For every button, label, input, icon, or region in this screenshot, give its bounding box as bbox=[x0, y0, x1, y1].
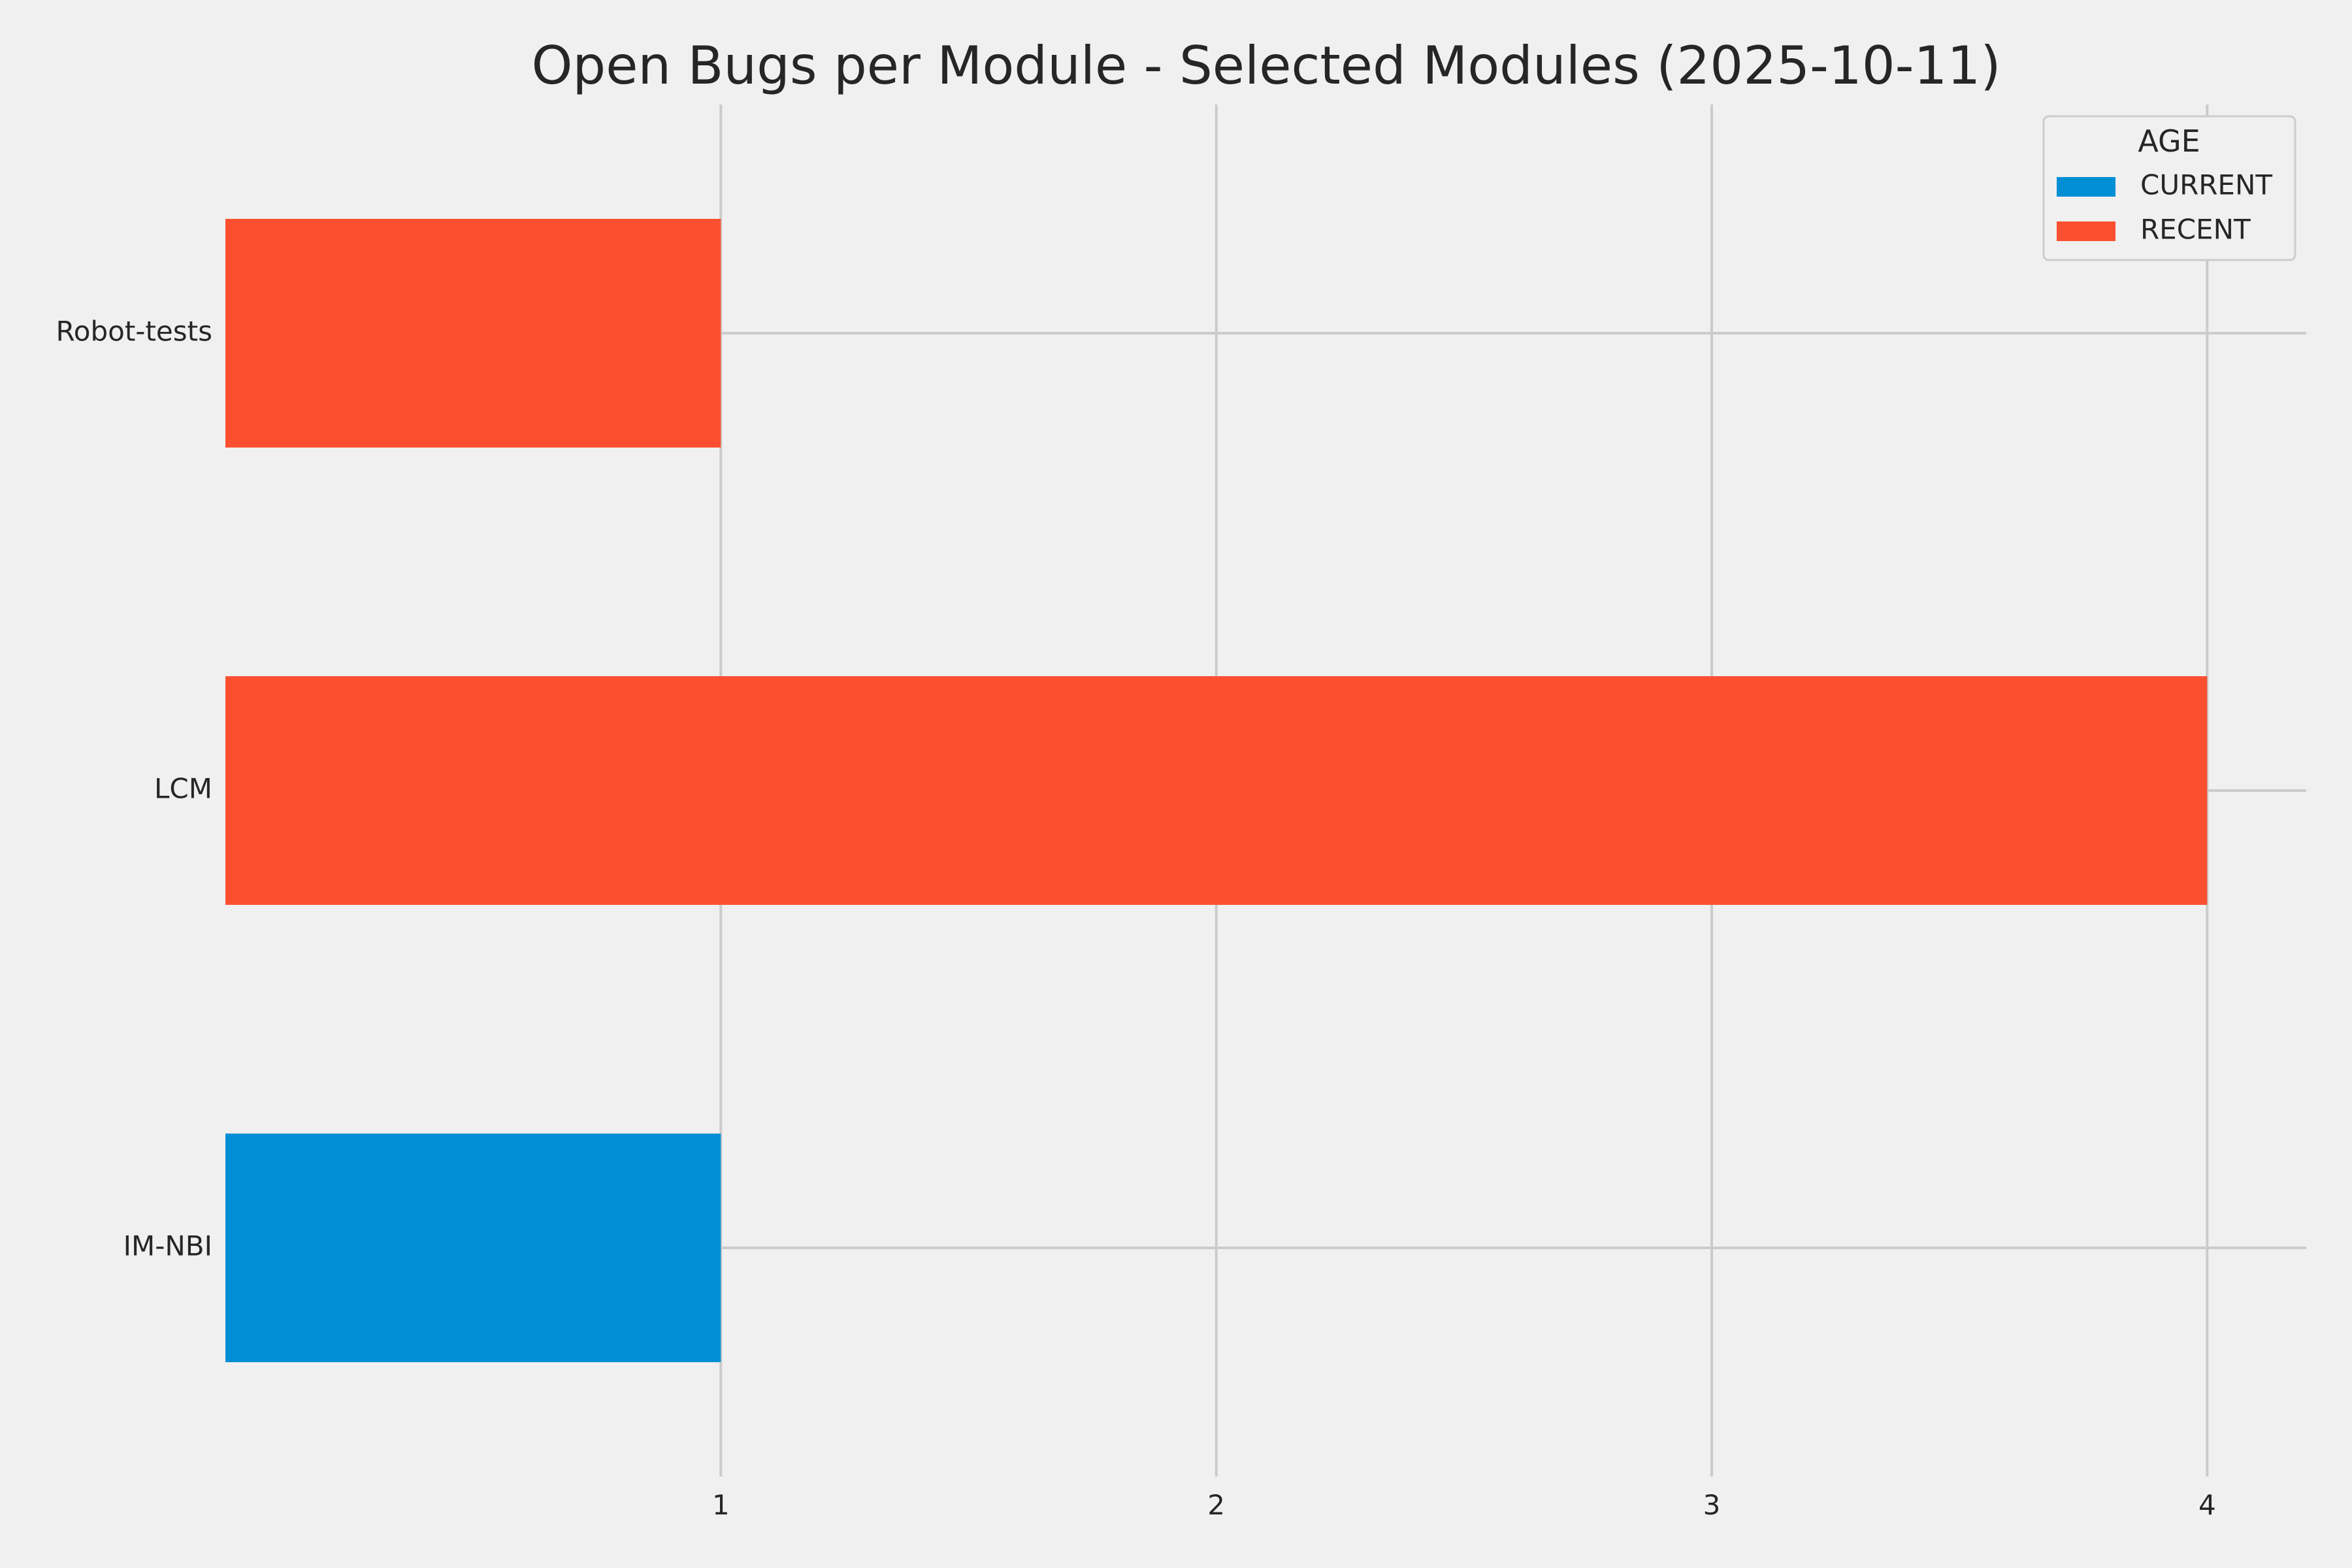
bar-im-nbi-current bbox=[225, 1134, 721, 1362]
legend: AGE CURRENT RECENT bbox=[2042, 115, 2296, 261]
x-tick-labels: 1 2 3 4 bbox=[712, 1489, 2216, 1521]
x-tick-label: 1 bbox=[712, 1489, 730, 1521]
chart-title: Open Bugs per Module - Selected Modules … bbox=[531, 35, 2001, 96]
x-tick-label: 4 bbox=[2198, 1489, 2216, 1521]
y-tick-labels: IM-NBI LCM Robot-tests bbox=[56, 316, 212, 1262]
legend-label-current: CURRENT bbox=[2140, 169, 2272, 201]
legend-title: AGE bbox=[2138, 123, 2200, 159]
legend-swatch-recent bbox=[2057, 221, 2115, 241]
legend-swatch-current bbox=[2057, 177, 2115, 197]
bar-robot-tests-recent bbox=[225, 219, 721, 448]
y-tick-label: LCM bbox=[154, 773, 212, 805]
legend-label-recent: RECENT bbox=[2140, 214, 2251, 246]
legend-items: CURRENT RECENT bbox=[2057, 169, 2272, 246]
y-tick-label: Robot-tests bbox=[56, 316, 212, 348]
x-tick-label: 2 bbox=[1207, 1489, 1225, 1521]
y-tick-label: IM-NBI bbox=[123, 1230, 212, 1262]
bar-lcm-recent bbox=[225, 676, 2208, 905]
bars-layer bbox=[225, 219, 2208, 1362]
x-tick-label: 3 bbox=[1703, 1489, 1721, 1521]
